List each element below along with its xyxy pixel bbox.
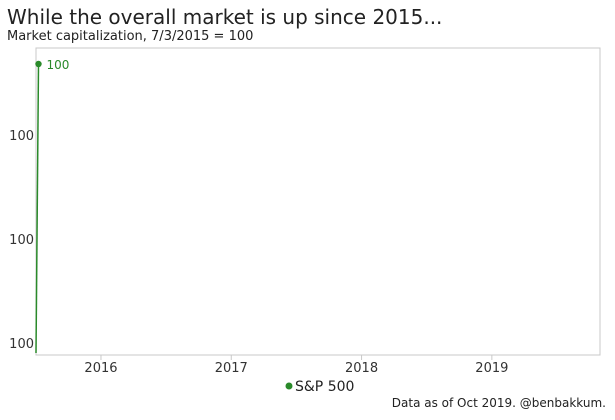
chart-subtitle: Market capitalization, 7/3/2015 = 100: [7, 29, 254, 44]
x-tick-label: 2018: [345, 361, 378, 376]
y-tick-label: 100: [9, 233, 34, 248]
x-tick-label: 2017: [215, 361, 248, 376]
x-tick-label: 2016: [84, 361, 117, 376]
legend-label: S&P 500: [295, 379, 354, 395]
series-layer: 100: [35, 58, 69, 354]
plot-frame: [35, 47, 601, 356]
x-tick-label: 2019: [475, 361, 508, 376]
source-note: Data as of Oct 2019. @benbakkum.: [391, 396, 606, 410]
y-tick-label: 100: [9, 129, 34, 144]
y-tick-label: 100: [9, 337, 34, 352]
legend: S&P 500: [285, 379, 354, 395]
series-end-label: 100: [46, 58, 69, 72]
series-end-point: [35, 60, 42, 68]
x-axis: 2016 2017 2018 2019: [84, 355, 508, 376]
legend-marker: [285, 382, 293, 390]
chart-title: While the overall market is up since 201…: [7, 5, 443, 29]
series-line-sp500: [35, 63, 40, 354]
y-axis: 100 100 100: [9, 129, 34, 352]
